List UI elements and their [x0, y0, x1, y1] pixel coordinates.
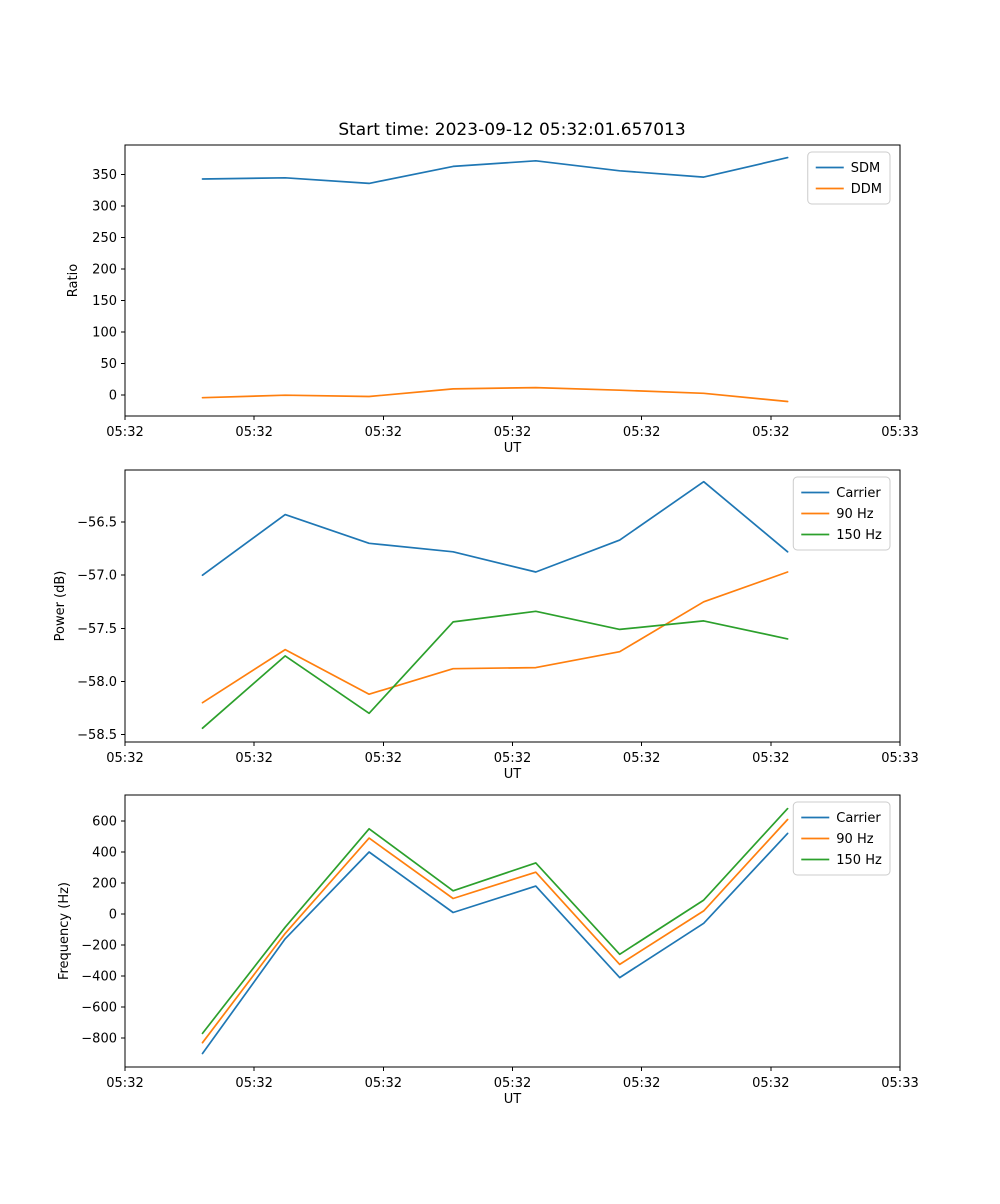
power-legend-label-150-hz: 150 Hz: [836, 528, 882, 543]
ratio-x-tick-label: 05:32: [365, 425, 402, 440]
power-x-tick-label: 05:32: [365, 751, 402, 766]
frequency-y-tick-label: −600: [81, 1001, 117, 1016]
ratio-plot-area: [124, 144, 901, 417]
power-y-tick-label: −56.5: [77, 516, 117, 531]
ratio-x-tick-label: 05:32: [235, 425, 272, 440]
frequency-x-tick-label: 05:32: [235, 1076, 272, 1091]
ratio-y-tick-label: 300: [92, 200, 117, 215]
frequency-xlabel: UT: [504, 1092, 522, 1107]
frequency-x-tick-label: 05:32: [752, 1076, 789, 1091]
frequency-y-tick-label: 600: [92, 815, 117, 830]
ratio-y-tick-label: 250: [92, 231, 117, 246]
power-y-tick-label: −58.0: [77, 675, 117, 690]
ratio-sdm-line: [201, 156, 789, 185]
frequency-ylabel: Frequency (Hz): [57, 882, 72, 980]
frequency-legend-label-carrier: Carrier: [836, 811, 881, 826]
ratio-y-tick-label: 200: [92, 263, 117, 278]
frequency-plot-area: [124, 794, 901, 1068]
frequency-x-tick-label: 05:32: [494, 1076, 531, 1091]
frequency-legend: Carrier 90 Hz 150 Hz: [792, 801, 891, 876]
ratio-ylabel: Ratio: [66, 264, 81, 297]
frequency-x-tick-label: 05:33: [881, 1076, 918, 1091]
power-legend: Carrier 90 Hz 150 Hz: [792, 476, 891, 551]
figure-title: Start time: 2023-09-12 05:32:01.657013: [338, 120, 685, 140]
power-x-tick-label: 05:32: [752, 751, 789, 766]
frequency-y-tick-label: −800: [81, 1032, 117, 1047]
ratio-x-tick-label: 05:32: [106, 425, 143, 440]
power-legend-label-90-hz: 90 Hz: [836, 507, 873, 522]
frequency-carrier-line: [201, 832, 789, 1055]
power-x-tick-label: 05:32: [235, 751, 272, 766]
ratio-x-tick-label: 05:33: [881, 425, 918, 440]
ratio-y-tick-label: 350: [92, 168, 117, 183]
ratio-x-tick-label: 05:32: [494, 425, 531, 440]
power-legend-frame: [792, 476, 891, 551]
power-x-tick-label: 05:33: [881, 751, 918, 766]
frequency-legend-label-90-hz: 90 Hz: [836, 832, 873, 847]
power-x-tick-label: 05:32: [494, 751, 531, 766]
power-150-hz-line: [201, 610, 789, 730]
ratio-x-tick-label: 05:32: [752, 425, 789, 440]
frequency-150-hz-line: [201, 807, 789, 1035]
power-plot-area: [124, 469, 901, 743]
axes-frequency: 05:32 05:32 05:32 05:32 05:32 05:32 05:33 UT −80…: [57, 794, 919, 1107]
ratio-y-tick-label: 100: [92, 326, 117, 341]
frequency-legend-frame: [792, 801, 891, 876]
ratio-x-tick-label: 05:32: [623, 425, 660, 440]
frequency-y-tick-label: −400: [81, 970, 117, 985]
frequency-x-tick-label: 05:32: [365, 1076, 402, 1091]
ratio-y-tick-label: 150: [92, 294, 117, 309]
frequency-y-tick-label: 0: [109, 908, 117, 923]
ratio-ddm-line: [201, 386, 789, 403]
frequency-y-tick-label: 200: [92, 877, 117, 892]
frequency-y-tick-label: 400: [92, 846, 117, 861]
frequency-legend-label-150-hz: 150 Hz: [836, 853, 882, 868]
power-ylabel: Power (dB): [53, 571, 68, 642]
frequency-x-tick-label: 05:32: [106, 1076, 143, 1091]
power-y-tick-label: −58.5: [77, 728, 117, 743]
axes-power: 05:32 05:32 05:32 05:32 05:32 05:32 05:33 UT −58…: [53, 469, 919, 782]
frequency-y-tick-label: −200: [81, 939, 117, 954]
power-y-tick-label: −57.0: [77, 569, 117, 584]
power-x-tick-label: 05:32: [106, 751, 143, 766]
power-xlabel: UT: [504, 767, 522, 782]
ratio-xlabel: UT: [504, 441, 522, 456]
power-legend-label-carrier: Carrier: [836, 486, 881, 501]
frequency-90-hz-line: [201, 818, 789, 1044]
ratio-legend-frame: [807, 151, 891, 205]
ratio-legend-label-sdm: SDM: [851, 161, 880, 176]
power-x-tick-label: 05:32: [623, 751, 660, 766]
ratio-legend-label-ddm: DDM: [851, 182, 882, 197]
power-y-tick-label: −57.5: [77, 622, 117, 637]
axes-ratio: 05:32 05:32 05:32 05:32 05:32 05:32 05:33 UT 0 50…: [66, 144, 919, 456]
ratio-y-tick-label: 50: [100, 357, 117, 372]
frequency-x-tick-label: 05:32: [623, 1076, 660, 1091]
power-90-hz-line: [201, 571, 789, 704]
ratio-y-tick-label: 0: [109, 389, 117, 404]
ratio-legend: SDM DDM: [807, 151, 891, 205]
power-carrier-line: [201, 480, 789, 577]
